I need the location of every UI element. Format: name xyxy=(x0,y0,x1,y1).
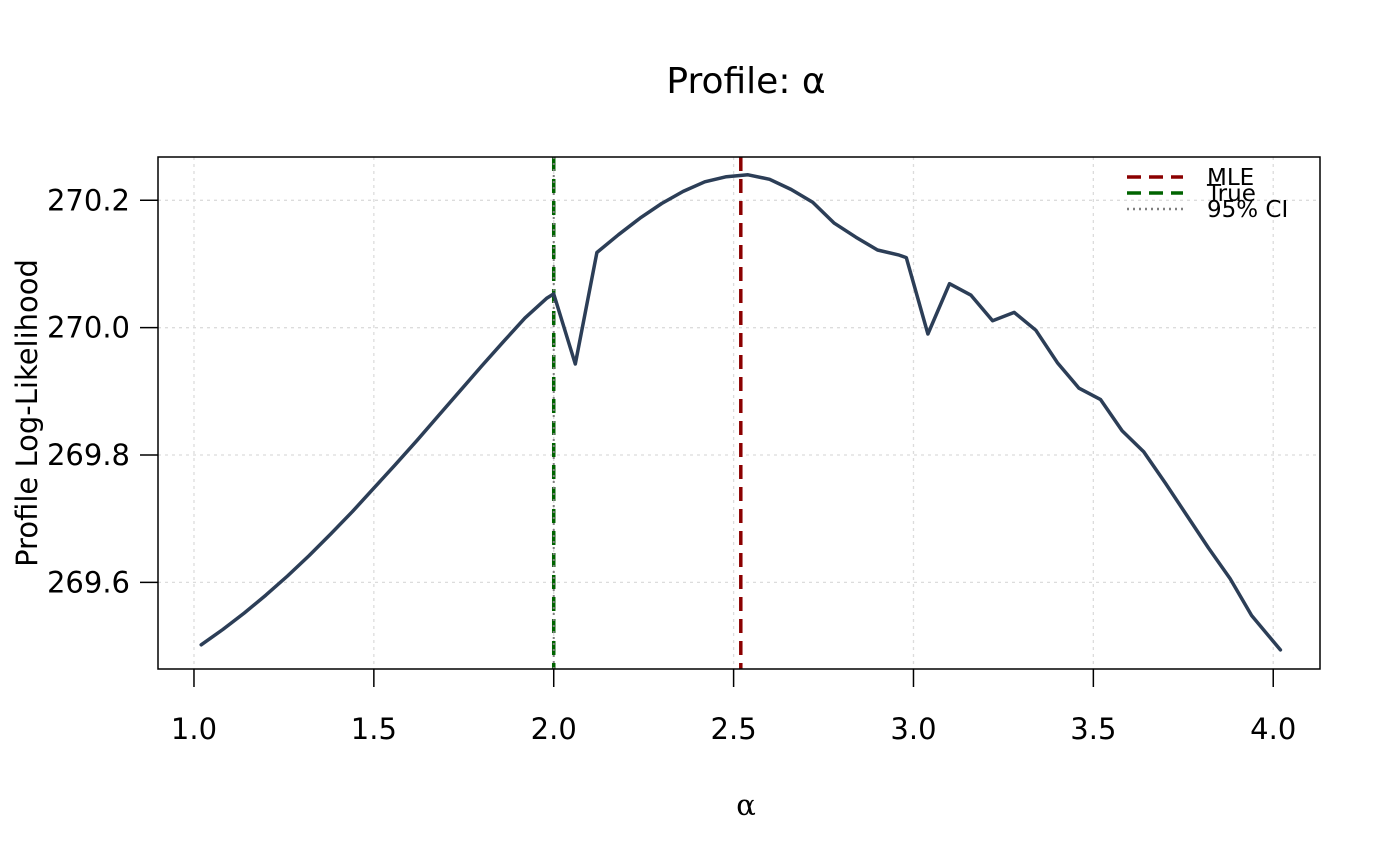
x-tick-label: 1.5 xyxy=(351,712,397,746)
x-tick-label: 3.0 xyxy=(890,712,936,746)
y-axis-label: Profile Log-Likelihood xyxy=(10,259,44,567)
reference-lines xyxy=(551,157,743,669)
grid xyxy=(158,157,1320,669)
y-tick-label: 270.0 xyxy=(47,311,130,345)
legend-label: MLE xyxy=(1207,165,1254,191)
chart-title: Profile: α xyxy=(666,61,825,102)
legend-label: True xyxy=(1206,181,1256,207)
x-tick-label: 1.0 xyxy=(171,712,217,746)
x-tick-label: 4.0 xyxy=(1250,712,1296,746)
axes: 1.0 1.5 2.0 2.5 3.0 3.5 4.0 269.6 269.8 270.0 270.… xyxy=(47,183,1296,746)
legend-label: 95% CI xyxy=(1207,197,1288,223)
y-tick-label: 269.6 xyxy=(47,565,130,599)
plot-frame xyxy=(157,156,1321,670)
y-tick-label: 270.2 xyxy=(47,183,130,217)
x-tick-label: 2.0 xyxy=(531,712,577,746)
series-layer xyxy=(199,173,1283,652)
series-line xyxy=(199,173,1283,652)
x-axis-label: α xyxy=(736,788,756,822)
x-tick-label: 2.5 xyxy=(711,712,757,746)
y-tick-label: 269.8 xyxy=(47,438,130,472)
x-tick-label: 3.5 xyxy=(1070,712,1116,746)
